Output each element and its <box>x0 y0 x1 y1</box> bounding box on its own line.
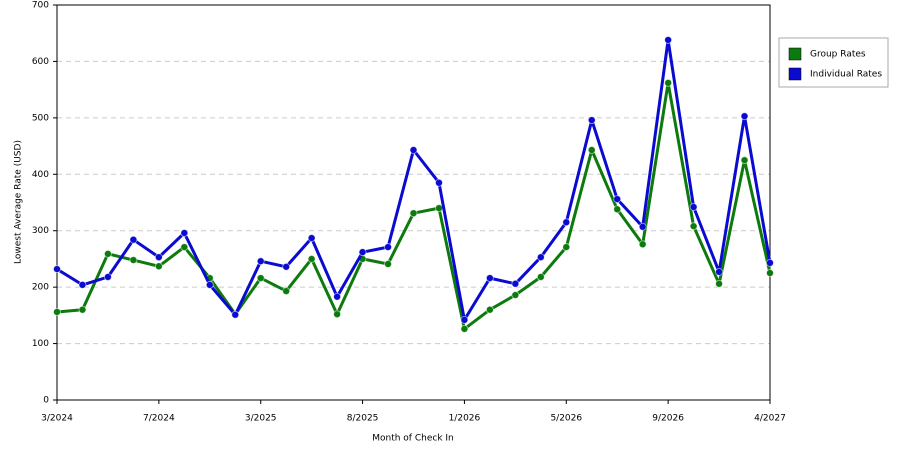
x-tick-label: 3/2024 <box>41 414 73 424</box>
data-point <box>435 178 443 187</box>
data-point <box>333 292 342 301</box>
data-point <box>333 310 342 319</box>
data-point <box>715 268 723 276</box>
data-point <box>664 36 673 44</box>
data-point <box>435 204 443 213</box>
data-point <box>587 146 596 154</box>
data-point <box>715 279 723 288</box>
data-point <box>358 248 367 257</box>
y-tick-label: 0 <box>43 396 49 406</box>
y-tick-label: 400 <box>32 170 49 180</box>
legend-swatch <box>788 67 802 81</box>
data-point <box>562 218 571 227</box>
data-point <box>638 240 647 249</box>
data-point <box>129 256 138 264</box>
x-tick-label: 4/2027 <box>754 414 786 424</box>
data-point <box>689 222 698 231</box>
data-point <box>104 249 112 258</box>
y-tick-label: 100 <box>32 339 49 349</box>
data-point <box>409 146 418 154</box>
x-tick-label: 3/2025 <box>245 414 277 424</box>
data-point <box>689 203 698 211</box>
data-point <box>511 291 520 299</box>
x-tick-label: 8/2025 <box>347 414 379 424</box>
data-point <box>740 112 749 121</box>
y-axis-title: Lowest Average Rate (USD) <box>14 140 24 264</box>
series-line <box>56 81 772 331</box>
data-point <box>180 243 189 251</box>
data-point <box>78 305 87 314</box>
data-point <box>536 253 545 262</box>
x-tick-label: 9/2026 <box>652 414 684 424</box>
data-point <box>638 222 647 231</box>
series-line <box>56 38 772 322</box>
legend-swatch <box>788 47 802 61</box>
x-tick-label: 5/2026 <box>550 414 582 424</box>
data-point <box>460 315 469 324</box>
data-point <box>231 310 240 319</box>
y-tick-label: 500 <box>32 113 49 123</box>
legend-label: Individual Rates <box>810 70 882 80</box>
data-point <box>536 273 545 281</box>
data-point <box>129 235 138 244</box>
y-tick-label: 200 <box>32 283 49 293</box>
data-point <box>180 229 189 237</box>
data-point <box>53 265 61 273</box>
data-point <box>409 209 418 218</box>
data-point <box>485 274 494 283</box>
data-point <box>384 243 392 251</box>
data-point <box>154 262 163 271</box>
data-point <box>307 234 316 242</box>
x-tick-label: 7/2024 <box>143 414 175 424</box>
data-point <box>587 116 596 125</box>
data-point <box>766 258 774 267</box>
data-point <box>256 274 265 283</box>
data-point <box>740 156 749 165</box>
data-point <box>664 78 673 87</box>
data-point <box>282 287 291 295</box>
plot-frame <box>56 4 771 401</box>
data-point <box>613 195 622 204</box>
data-point <box>256 257 265 266</box>
data-point <box>307 255 316 263</box>
y-tick-label: 700 <box>32 1 49 11</box>
data-point <box>104 273 112 281</box>
data-point <box>53 308 61 316</box>
data-point <box>205 280 214 289</box>
x-tick-label: 1/2026 <box>449 414 481 424</box>
y-tick-label: 600 <box>32 57 49 67</box>
data-point <box>460 324 469 333</box>
data-point <box>384 260 392 268</box>
legend-label: Group Rates <box>810 50 866 60</box>
data-point <box>485 305 494 314</box>
data-point <box>766 269 774 277</box>
data-point <box>562 243 571 251</box>
data-point <box>154 253 163 262</box>
data-point <box>78 280 87 289</box>
x-axis-title: Month of Check In <box>372 434 454 444</box>
data-point <box>613 205 622 214</box>
data-point <box>511 279 520 288</box>
data-point <box>282 262 291 271</box>
y-tick-label: 300 <box>32 226 49 236</box>
